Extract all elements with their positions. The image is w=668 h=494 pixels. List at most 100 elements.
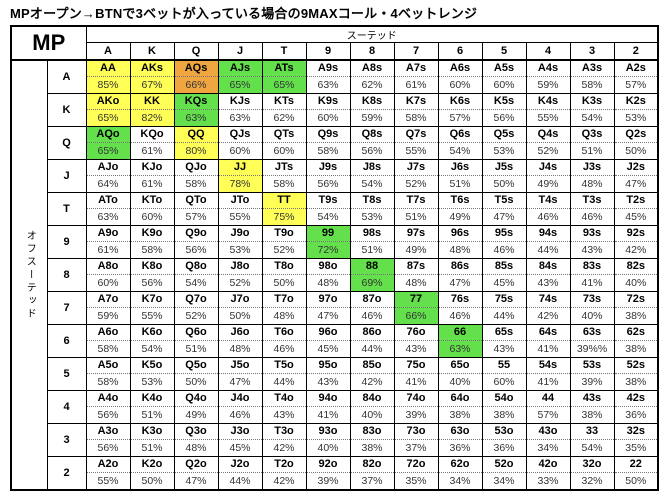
hand-label: K7s: [395, 95, 437, 110]
grid-row-T: T ATo 63% KTo 60% QTo 57% JTo 55% TT 75% T9s 54% T8s 5…: [11, 192, 659, 226]
hand-label: J6s: [439, 161, 481, 176]
hand-percentage: 57%: [537, 409, 559, 421]
hand-label: A9o: [87, 227, 129, 242]
grid-row-9: 9 A9o 61% K9o 58% Q9o 56% J9o 53% T9o 52% 99 72% 98s 5…: [11, 225, 659, 259]
hand-label: T5o: [263, 359, 305, 374]
hand-label: 76o: [395, 326, 437, 341]
hand-percentage: 58%: [141, 244, 163, 256]
hand-cell-Q4o: Q4o 49%: [173, 390, 219, 424]
row-header-6: 6: [46, 324, 87, 358]
hand-percentage: 58%: [273, 178, 295, 190]
hand-cell-87s: 87s 48%: [393, 258, 439, 292]
row-header-7: 7: [46, 291, 87, 325]
hand-label: K3s: [571, 95, 613, 110]
hand-label: A6o: [87, 326, 129, 341]
hand-label: K7o: [131, 293, 173, 308]
hand-percentage: 51%: [185, 343, 207, 355]
hand-cell-ATs: ATs 65%: [261, 59, 307, 94]
grid-row-6: 6 A6o 58% K6o 54% Q6o 51% J6o 48% T6o 46% 96o 45% 86o…: [11, 324, 659, 358]
hand-label: 86s: [439, 260, 481, 275]
hand-label: 96o: [307, 326, 349, 341]
hand-percentage: 36%: [449, 442, 471, 454]
hand-percentage: 61%: [141, 178, 163, 190]
hand-cell-J6o: J6o 48%: [217, 324, 263, 358]
hand-cell-T3s: T3s 46%: [569, 192, 615, 226]
hand-label: 87s: [395, 260, 437, 275]
hand-label: 62o: [439, 457, 481, 473]
hand-label: T2o: [263, 457, 305, 473]
hand-percentage: 64%: [97, 178, 119, 190]
hand-percentage: 55%: [537, 112, 559, 124]
hand-percentage: 50%: [625, 145, 647, 157]
hand-cell-T7s: T7s 51%: [393, 192, 439, 226]
hand-percentage: 38%: [625, 343, 647, 355]
hand-label: 42o: [527, 457, 569, 473]
hand-label: Q4o: [175, 392, 217, 407]
hand-label: A5s: [483, 61, 525, 77]
hand-percentage: 65%: [229, 79, 251, 91]
hand-percentage: 63%: [229, 112, 251, 124]
hand-label: 97o: [307, 293, 349, 308]
hand-label: 63s: [571, 326, 613, 341]
hand-cell-32s: 32s 35%: [613, 423, 659, 457]
hand-label: 94s: [527, 227, 569, 242]
suited-label: スーテッド: [85, 25, 659, 43]
hand-cell-52o: 52o 34%: [481, 456, 527, 491]
hand-cell-K5o: K5o 53%: [129, 357, 175, 391]
hand-label: K9s: [307, 95, 349, 110]
hand-cell-85o: 85o 42%: [349, 357, 395, 391]
hand-cell-KTs: KTs 62%: [261, 93, 307, 127]
hand-percentage: 43%: [317, 376, 339, 388]
hand-cell-92o: 92o 39%: [305, 456, 351, 491]
col-header-J: J: [217, 42, 263, 61]
hand-percentage: 53%: [141, 376, 163, 388]
hand-label: 85s: [483, 260, 525, 275]
row-header-K: K: [46, 93, 87, 127]
hand-label: 65s: [483, 326, 525, 341]
hand-label: K5s: [483, 95, 525, 110]
hand-percentage: 46%: [581, 211, 603, 223]
hand-percentage: 37%: [361, 475, 383, 487]
hand-cell-73o: 73o 37%: [393, 423, 439, 457]
col-header-T: T: [261, 42, 307, 61]
hand-percentage: 41%: [405, 376, 427, 388]
grid-row-5: 5 A5o 58% K5o 53% Q5o 50% J5o 47% T5o 44% 95o 43% 85o…: [11, 357, 659, 391]
hand-cell-T4o: T4o 43%: [261, 390, 307, 424]
hand-label: 74o: [395, 392, 437, 407]
hand-cell-32o: 32o 32%: [569, 456, 615, 491]
hand-percentage: 46%: [361, 310, 383, 322]
hand-label: J3o: [219, 425, 261, 440]
hand-percentage: 56%: [317, 178, 339, 190]
hand-percentage: 53%: [493, 145, 515, 157]
hand-label: K4s: [527, 95, 569, 110]
hand-label: A8s: [351, 61, 393, 77]
hand-cell-A6s: A6s 60%: [437, 59, 483, 94]
hand-label: JJ: [219, 161, 261, 176]
hand-cell-82o: 82o 37%: [349, 456, 395, 491]
col-header-7: 7: [393, 42, 439, 61]
hand-label: ATo: [87, 194, 129, 209]
hand-label: 44: [527, 392, 569, 407]
hand-label: 52o: [483, 457, 525, 473]
hand-percentage: 56%: [493, 112, 515, 124]
hand-percentage: 46%: [273, 343, 295, 355]
hand-cell-T2o: T2o 42%: [261, 456, 307, 491]
hand-cell-T8s: T8s 53%: [349, 192, 395, 226]
hand-cell-77: 77 66%: [393, 291, 439, 325]
hand-percentage: 41%: [537, 343, 559, 355]
hand-percentage: 51%: [449, 178, 471, 190]
hand-cell-72s: 72s 38%: [613, 291, 659, 325]
hand-percentage: 48%: [317, 277, 339, 289]
hand-cell-AA: AA 85%: [85, 59, 131, 94]
row-header-5: 5: [46, 357, 87, 391]
hand-label: QTs: [263, 128, 305, 143]
hand-cell-K8s: K8s 59%: [349, 93, 395, 127]
hand-percentage: 40%: [317, 442, 339, 454]
hand-percentage: 62%: [273, 112, 295, 124]
hand-percentage: 63%: [449, 343, 471, 355]
hand-percentage: 60%: [141, 211, 163, 223]
hand-cell-33: 33 54%: [569, 423, 615, 457]
hand-label: T5s: [483, 194, 525, 209]
hand-percentage: 38%: [581, 409, 603, 421]
hand-cell-74o: 74o 39%: [393, 390, 439, 424]
